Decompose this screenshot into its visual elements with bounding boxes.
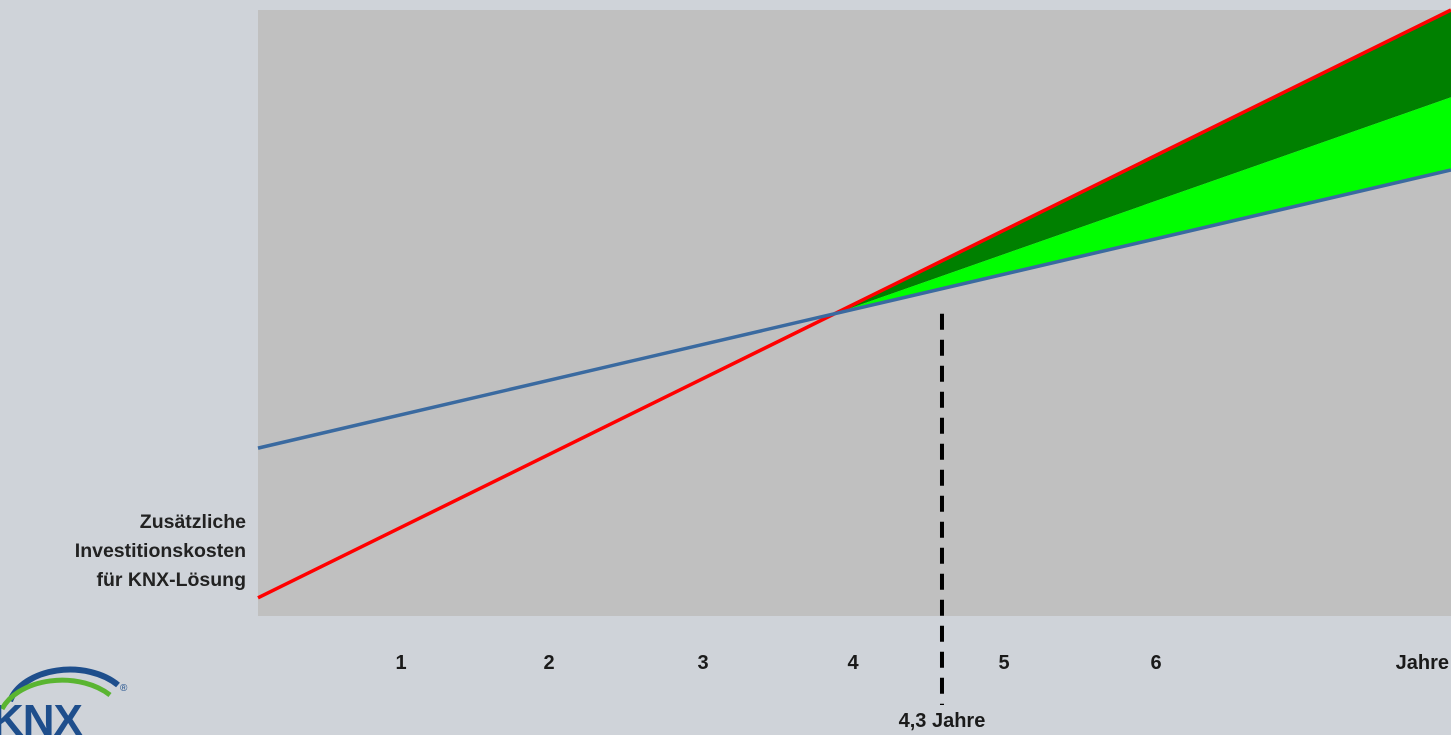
series-line-1 [257,8,1451,600]
x-tick-label: 5 [998,652,1009,674]
x-tick-label: 2 [543,652,554,674]
savings-band-2 [834,97,1451,314]
y-axis-annotation: Zusätzliche Investitionskosten für KNX-L… [74,511,246,591]
knx-logo-arc-blue [7,666,120,703]
knx-logo-registered: ® [120,683,128,694]
knx-logo: KNX ® [0,666,128,735]
break-even-label: 4,3 Jahre [899,710,986,732]
series-line-2 [257,168,1451,450]
x-tick-label: 4 [847,652,859,674]
x-axis-unit-label: Jahre [1396,652,1449,674]
knx-logo-text: KNX [0,696,83,735]
x-tick-label: 6 [1150,652,1161,674]
knx-logo-arc-green [0,677,112,711]
x-tick-label: 3 [697,652,708,674]
x-tick-label: 1 [395,652,406,674]
